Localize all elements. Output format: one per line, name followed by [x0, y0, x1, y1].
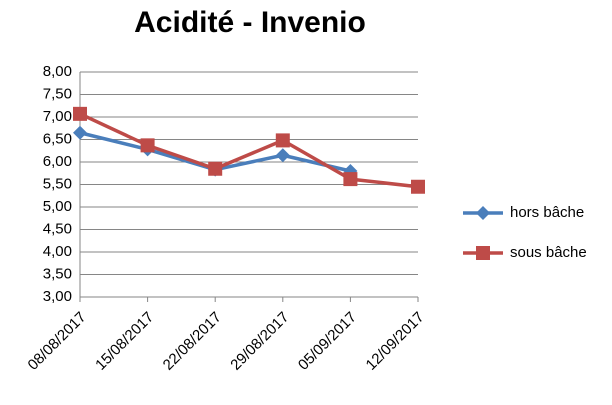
- marker: [343, 172, 358, 187]
- marker: [73, 106, 87, 121]
- y-tick-label: 6,00: [43, 153, 72, 170]
- y-tick-label: 7,50: [43, 85, 72, 102]
- y-tick-label: 3,50: [43, 265, 72, 282]
- y-tick-label: 7,00: [43, 108, 72, 125]
- series-line: [79, 112, 419, 189]
- x-tick-label: 05/09/2017: [295, 309, 360, 374]
- marker: [411, 179, 425, 194]
- y-tick-label: 3,00: [43, 288, 72, 305]
- marker: [476, 206, 490, 220]
- y-tick-label: 5,50: [43, 175, 72, 192]
- y-tick-label: 5,00: [43, 198, 72, 215]
- marker: [73, 125, 87, 140]
- y-tick-label: 4,00: [43, 243, 72, 260]
- legend-label: sous bâche: [510, 244, 587, 261]
- marker: [275, 148, 290, 163]
- chart-title: Acidité - Invenio: [134, 6, 366, 39]
- x-tick-label: 08/08/2017: [25, 309, 90, 374]
- marker: [140, 138, 155, 153]
- y-tick-label: 8,00: [43, 63, 72, 80]
- marker: [208, 161, 223, 176]
- legend-label: hors bâche: [510, 204, 584, 221]
- x-tick-label: 12/09/2017: [363, 309, 428, 374]
- y-tick-label: 6,50: [43, 130, 72, 147]
- x-tick-label: 29/08/2017: [227, 309, 292, 374]
- marker: [476, 246, 490, 260]
- x-tick-label: 22/08/2017: [160, 309, 225, 374]
- marker: [275, 133, 290, 148]
- x-tick-label: 15/08/2017: [92, 309, 157, 374]
- y-tick-label: 4,50: [43, 220, 72, 237]
